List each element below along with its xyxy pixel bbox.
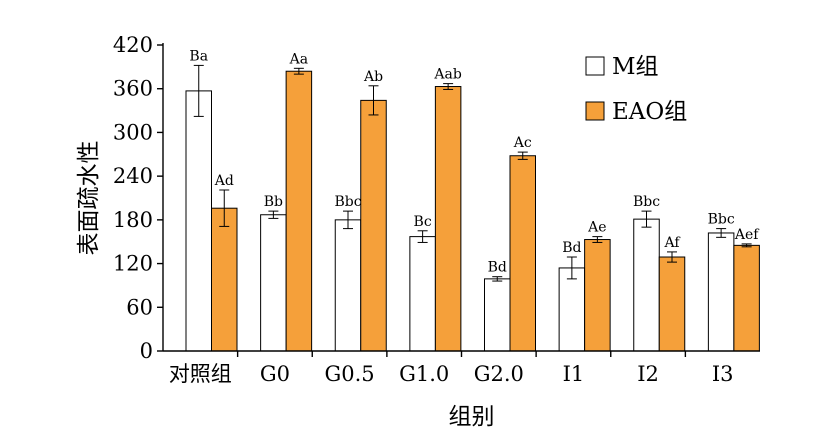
bar-eao [360, 99, 387, 352]
significance-label: Ab [363, 69, 383, 85]
significance-label: Bc [414, 214, 432, 230]
significance-label: Bbc [334, 194, 361, 210]
significance-label: Ae [587, 220, 606, 236]
legend-label-eao: EAO组 [612, 99, 687, 125]
significance-label: Aa [289, 51, 308, 67]
x-tick-label: I3 [712, 362, 734, 386]
bar-m [260, 214, 287, 352]
significance-label: Bd [562, 240, 581, 256]
bar-eao [434, 86, 462, 352]
bar-eao [584, 239, 611, 352]
y-tick-label: 360 [113, 77, 153, 101]
x-tick-label: G0.5 [324, 362, 374, 386]
y-axis: 0 60 120 180 240 300 360 420 [113, 33, 164, 363]
bar-m [185, 90, 212, 352]
significance-label: Bb [264, 194, 283, 210]
y-tick-label: 120 [113, 252, 153, 276]
x-axis: 对照组 G0 G0.5 G1.0 G2.0 I1 I2 I3 [163, 350, 760, 386]
bar-m [633, 218, 660, 352]
significance-label: Aab [433, 67, 461, 83]
legend-label-m: M组 [612, 54, 659, 80]
y-tick-label: 60 [126, 295, 153, 319]
bar-m [558, 267, 586, 352]
bar-m [484, 278, 511, 352]
bar-eao [211, 207, 238, 352]
y-tick-label: 240 [113, 164, 153, 188]
significance-label: Af [663, 235, 681, 251]
significance-label: Aef [734, 227, 760, 243]
y-axis-title: 表面疏水性 [76, 141, 102, 256]
y-tick-label: 0 [140, 339, 153, 363]
legend: M组 EAO组 [585, 54, 687, 125]
significance-label: Bbc [633, 194, 660, 210]
significance-label: Bbc [708, 212, 735, 228]
bar-eao [285, 70, 313, 352]
x-tick-label: I1 [563, 362, 585, 386]
bar-m [707, 232, 735, 352]
y-tick-label: 180 [113, 208, 153, 232]
bar-m [409, 236, 436, 352]
significance-label: Ba [189, 48, 208, 64]
legend-swatch-m [585, 56, 605, 76]
bar-eao [733, 244, 760, 352]
bar-eao [509, 155, 536, 352]
x-tick-label: G0 [260, 362, 290, 386]
y-tick-label: 420 [113, 33, 153, 57]
x-tick-label: 对照组 [169, 362, 232, 386]
x-axis-title: 组别 [449, 404, 495, 430]
significance-label: Ac [513, 135, 532, 151]
x-tick-label: I2 [637, 362, 659, 386]
x-tick-label: G2.0 [474, 362, 524, 386]
significance-label: Bd [488, 260, 507, 276]
bar-eao [658, 256, 686, 352]
x-tick-label: G1.0 [399, 362, 449, 386]
legend-swatch-eao [585, 101, 605, 121]
significance-label: Ad [214, 173, 234, 189]
y-tick-label: 300 [113, 120, 153, 144]
bar-m [334, 219, 362, 352]
